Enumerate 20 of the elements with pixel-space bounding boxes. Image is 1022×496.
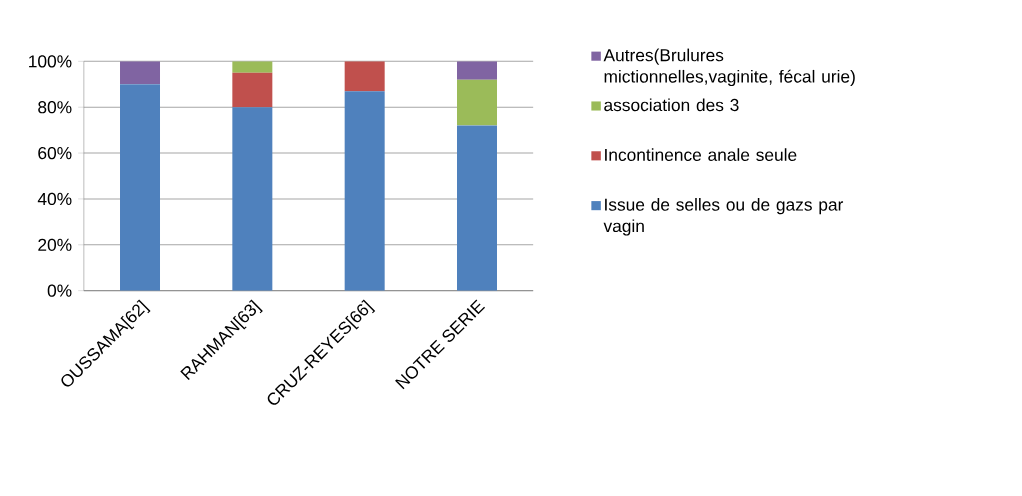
legend-label: Autres(Brulures mictionnelles,vaginite, fécal urie) [603, 48, 855, 87]
y-tick-label: 20% [38, 238, 72, 251]
bar [120, 84, 161, 291]
y-tick-label: 80% [38, 101, 72, 114]
y-tick-label: 100% [29, 55, 72, 68]
y-tick-label: 0% [47, 284, 72, 297]
legend-label: association des 3 [604, 98, 739, 112]
bar [232, 72, 273, 108]
y-tick-label: 60% [38, 146, 72, 160]
y-tick-label: 40% [37, 192, 72, 206]
bar [457, 61, 497, 80]
bar [344, 91, 385, 291]
bar [120, 61, 161, 85]
bar [344, 61, 385, 92]
legend-label: Issue de selles ou de gazs par vagin [603, 198, 844, 236]
bar [457, 79, 497, 126]
bar [232, 107, 273, 291]
legend-label: Incontinence anale seule [605, 148, 797, 161]
bar [232, 61, 273, 73]
bar [457, 125, 497, 291]
